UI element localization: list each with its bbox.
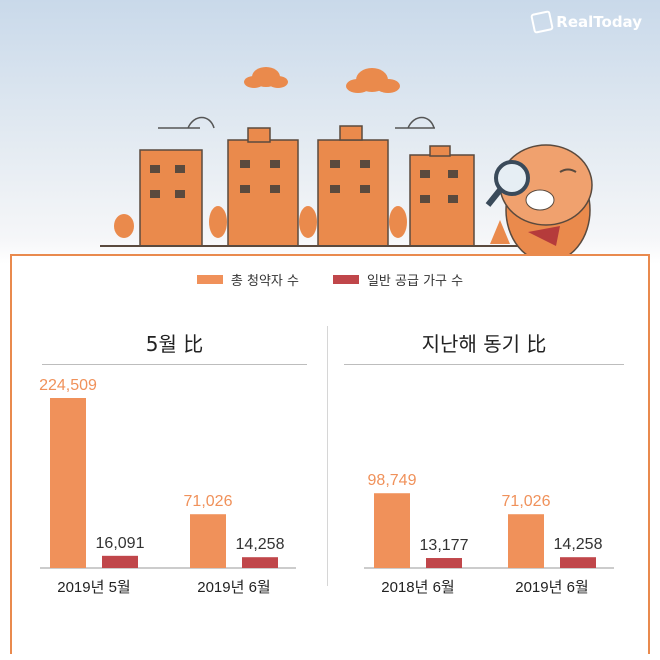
x-tick-label: 2018년 6월	[381, 579, 454, 596]
chart-title: 지난해 동기 比	[421, 332, 547, 356]
cloud-icon	[346, 68, 400, 93]
bar	[508, 514, 544, 568]
data-label: 16,091	[96, 535, 145, 552]
data-label: 98,749	[368, 472, 417, 489]
legend-item-supply: 일반 공급 가구 수	[332, 270, 464, 289]
legend: 총 청약자 수 일반 공급 가구 수	[12, 270, 648, 289]
city-illustration	[100, 67, 593, 260]
data-label: 14,258	[554, 536, 603, 553]
legend-label: 일반 공급 가구 수	[366, 274, 464, 289]
bar	[102, 555, 138, 568]
bar	[50, 398, 86, 568]
legend-item-total: 총 청약자 수	[196, 270, 299, 289]
legend-swatch	[332, 275, 359, 284]
x-tick-label: 2019년 5월	[57, 579, 130, 596]
x-tick-label: 2019년 6월	[515, 579, 588, 596]
bar	[374, 493, 410, 568]
chart-card: 총 청약자 수 일반 공급 가구 수 5월 比 지난해 동기 比 224,509…	[10, 254, 650, 654]
data-label: 224,509	[39, 377, 97, 394]
bar	[242, 557, 278, 568]
x-tick-label: 2019년 6월	[197, 579, 270, 596]
brand-name: RealToday	[556, 13, 642, 31]
cloud-icon	[244, 67, 288, 88]
logo-icon	[530, 10, 555, 34]
chart-title: 5월 比	[145, 332, 204, 356]
brand-logo: RealToday	[530, 10, 642, 34]
title-rule	[42, 364, 307, 365]
legend-swatch	[196, 275, 223, 284]
bar	[560, 557, 596, 568]
mascot-icon	[485, 144, 593, 260]
data-label: 71,026	[502, 493, 551, 510]
building-icon	[139, 125, 475, 247]
data-label: 13,177	[420, 537, 469, 554]
panel-divider	[327, 326, 328, 586]
data-label: 71,026	[184, 493, 233, 510]
bar-charts: 224,509 16,091 2019년 5월 71,026 14,258 2019년 6…	[39, 377, 614, 596]
title-rule	[344, 364, 624, 365]
legend-label: 총 청약자 수	[230, 274, 299, 289]
bar	[426, 558, 462, 568]
data-label: 14,258	[236, 536, 285, 553]
tree-icon	[114, 206, 510, 244]
bar	[190, 514, 226, 568]
